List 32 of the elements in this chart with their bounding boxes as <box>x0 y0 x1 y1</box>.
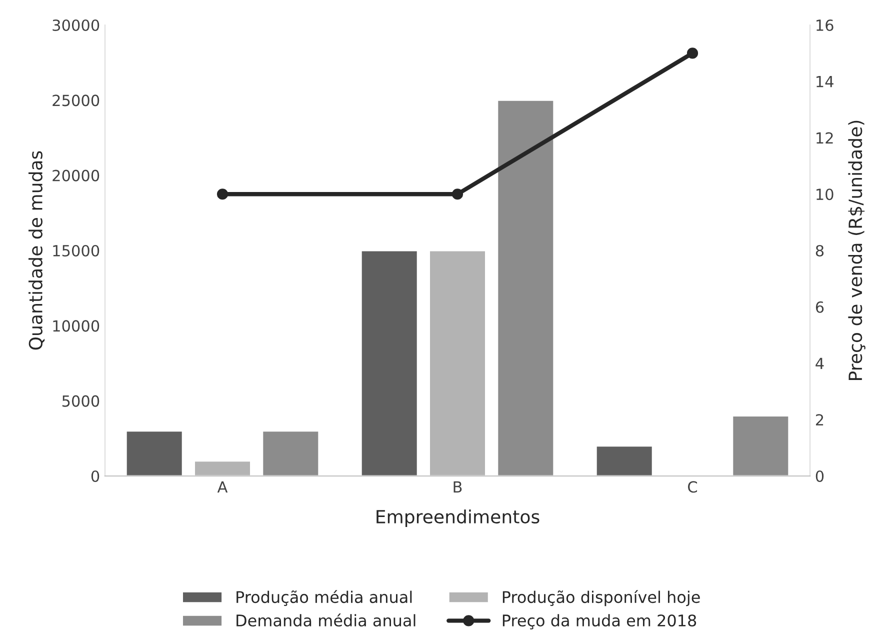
y-tick-label: 5000 <box>62 395 100 407</box>
y-axis-title: Quantidade de mudas <box>28 151 45 350</box>
bar <box>262 430 320 476</box>
x-tick-label: B <box>454 481 462 492</box>
bar <box>496 99 555 476</box>
y2-tick-label: 10 <box>816 188 834 200</box>
y2-tick-label: 16 <box>816 19 834 32</box>
y-tick-label: 25000 <box>52 94 100 106</box>
y-tick-label: 10000 <box>53 320 100 332</box>
y2-tick-label: 12 <box>816 132 833 144</box>
x-axis-title: Empreendimentos <box>376 510 540 528</box>
x-tick-label: A <box>217 481 228 492</box>
y2-tick-label: 8 <box>816 244 824 257</box>
bar <box>360 250 418 476</box>
legend-label: Produção disponível hoje <box>502 590 700 606</box>
y2-axis-title: Preço de venda (R$/unidade) <box>848 120 866 380</box>
legend-label: Preço da muda em 2018 <box>502 614 696 630</box>
legend-label: Demanda média anual <box>236 614 416 627</box>
y2-tick-label: 6 <box>816 301 824 313</box>
y-tick-label: 15000 <box>53 244 100 257</box>
y-tick-label: 30000 <box>52 19 100 32</box>
y2-tick-label: 0 <box>816 470 824 482</box>
y-tick-label: 20000 <box>52 170 100 182</box>
y-tick-label: 0 <box>91 470 100 482</box>
legend-label: Produção média anual <box>236 590 412 606</box>
y2-tick-label: 14 <box>816 76 834 88</box>
y2-tick-label: 2 <box>816 414 824 426</box>
y2-tick-label: 4 <box>816 358 824 370</box>
x-tick-label: C <box>688 481 698 493</box>
bar <box>125 430 184 476</box>
bar <box>732 415 790 476</box>
bar <box>595 445 654 476</box>
